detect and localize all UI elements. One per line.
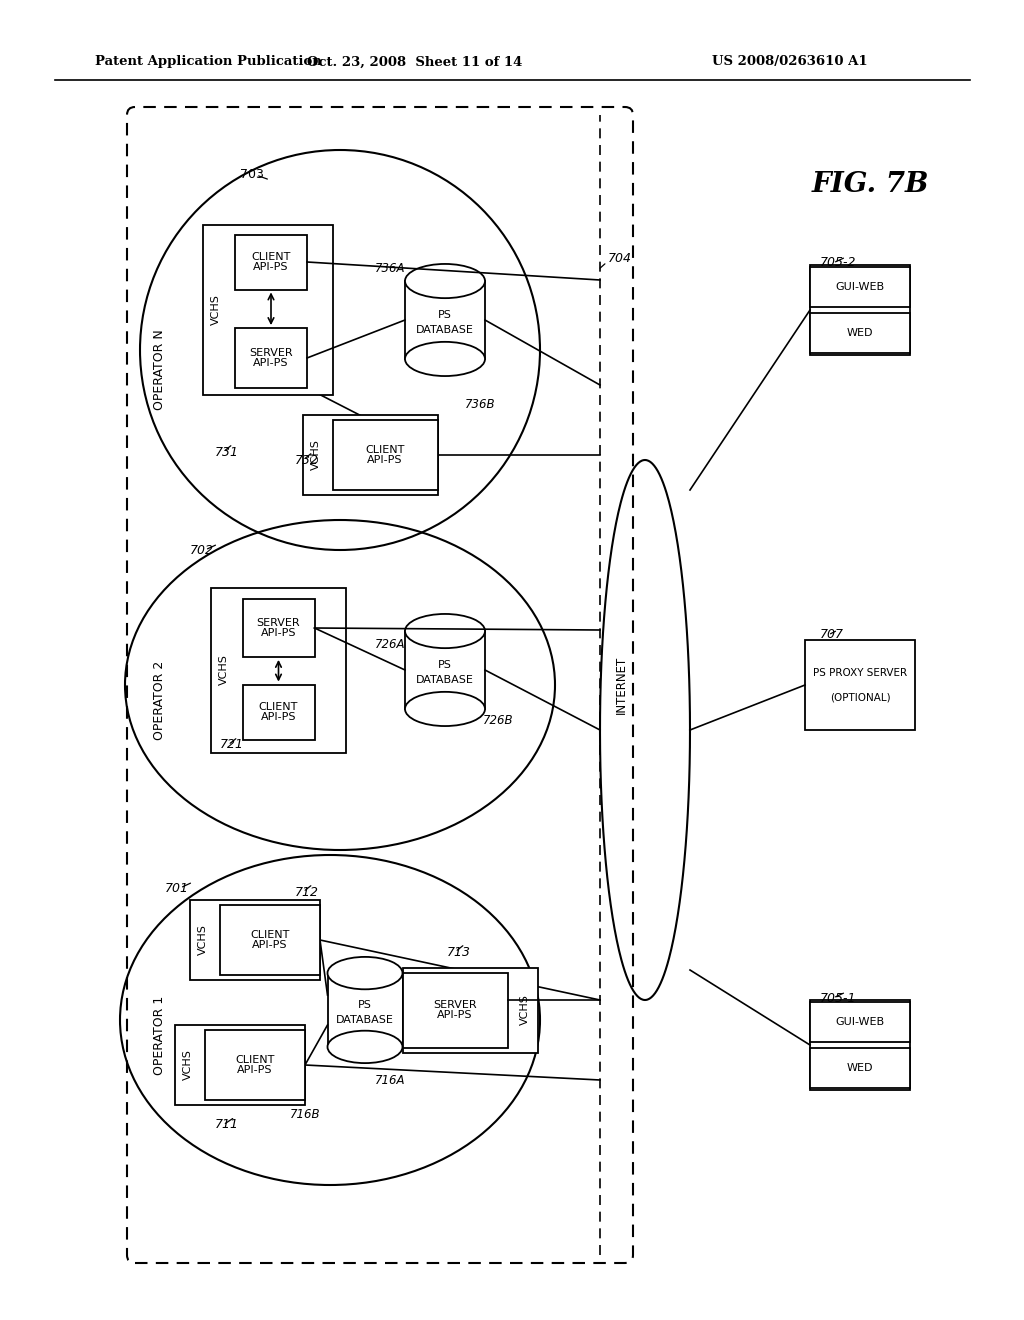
FancyBboxPatch shape [805, 640, 915, 730]
FancyBboxPatch shape [402, 968, 538, 1052]
FancyBboxPatch shape [205, 1030, 305, 1100]
FancyBboxPatch shape [810, 1048, 910, 1088]
Text: PS: PS [358, 1001, 372, 1010]
FancyBboxPatch shape [406, 281, 485, 359]
FancyBboxPatch shape [810, 313, 910, 352]
Ellipse shape [406, 342, 485, 376]
Text: OPERATOR 2: OPERATOR 2 [153, 660, 166, 739]
Text: DATABASE: DATABASE [416, 675, 474, 685]
Text: GUI-WEB: GUI-WEB [836, 1016, 885, 1027]
Text: GUI-WEB: GUI-WEB [836, 282, 885, 292]
Text: DATABASE: DATABASE [336, 1015, 394, 1026]
Text: 716A: 716A [375, 1073, 406, 1086]
Text: PS: PS [438, 310, 452, 319]
Text: API-PS: API-PS [238, 1065, 272, 1074]
Text: INTERNET: INTERNET [615, 656, 628, 714]
Text: 703: 703 [240, 169, 264, 181]
Text: VCHS: VCHS [183, 1049, 193, 1081]
Text: 732: 732 [295, 454, 319, 466]
Text: FIG. 7B: FIG. 7B [811, 172, 929, 198]
Text: 712: 712 [295, 886, 319, 899]
Text: US 2008/0263610 A1: US 2008/0263610 A1 [712, 55, 867, 69]
FancyBboxPatch shape [243, 599, 314, 657]
Ellipse shape [328, 957, 402, 989]
Text: CLIENT: CLIENT [366, 445, 404, 455]
Text: SERVER: SERVER [257, 618, 300, 628]
Text: PS PROXY SERVER: PS PROXY SERVER [813, 668, 907, 678]
Text: 701: 701 [165, 882, 189, 895]
Text: CLIENT: CLIENT [259, 702, 298, 711]
FancyBboxPatch shape [302, 414, 437, 495]
Text: OPERATOR 1: OPERATOR 1 [153, 995, 166, 1074]
Text: API-PS: API-PS [368, 455, 402, 465]
Text: VCHS: VCHS [211, 294, 221, 326]
Text: 736A: 736A [375, 261, 406, 275]
Text: OPERATOR N: OPERATOR N [153, 330, 166, 411]
FancyBboxPatch shape [203, 224, 333, 395]
FancyBboxPatch shape [211, 587, 345, 752]
FancyBboxPatch shape [243, 685, 314, 739]
FancyBboxPatch shape [328, 973, 402, 1047]
FancyBboxPatch shape [220, 906, 319, 975]
FancyBboxPatch shape [333, 420, 437, 490]
FancyBboxPatch shape [190, 900, 319, 979]
FancyBboxPatch shape [810, 265, 910, 355]
FancyBboxPatch shape [175, 1026, 305, 1105]
Ellipse shape [406, 692, 485, 726]
Text: WED: WED [847, 1063, 873, 1073]
Text: 711: 711 [215, 1118, 239, 1131]
FancyBboxPatch shape [810, 1002, 910, 1041]
Text: CLIENT: CLIENT [251, 252, 291, 261]
Ellipse shape [328, 1031, 402, 1063]
Text: API-PS: API-PS [261, 628, 296, 638]
FancyBboxPatch shape [810, 1001, 910, 1090]
Text: Patent Application Publication: Patent Application Publication [95, 55, 322, 69]
FancyBboxPatch shape [234, 235, 307, 289]
Text: (OPTIONAL): (OPTIONAL) [829, 692, 890, 702]
Text: API-PS: API-PS [437, 1010, 473, 1020]
Text: PS: PS [438, 660, 452, 671]
Text: API-PS: API-PS [252, 940, 288, 950]
Text: CLIENT: CLIENT [250, 931, 290, 940]
Text: 705-2: 705-2 [820, 256, 856, 269]
Text: API-PS: API-PS [253, 261, 289, 272]
FancyBboxPatch shape [234, 327, 307, 388]
Text: 702: 702 [190, 544, 214, 557]
Text: API-PS: API-PS [253, 358, 289, 368]
Text: VCHS: VCHS [519, 994, 529, 1026]
Text: WED: WED [847, 327, 873, 338]
Text: DATABASE: DATABASE [416, 325, 474, 335]
Text: 713: 713 [447, 945, 471, 958]
Ellipse shape [406, 264, 485, 298]
Text: 705-1: 705-1 [820, 991, 856, 1005]
Text: 731: 731 [215, 446, 239, 458]
Text: 721: 721 [220, 738, 244, 751]
Text: VCHS: VCHS [198, 924, 208, 956]
Text: 726A: 726A [375, 639, 406, 652]
Text: 704: 704 [608, 252, 632, 264]
Text: API-PS: API-PS [261, 711, 296, 722]
Text: VCHS: VCHS [218, 655, 228, 685]
Text: SERVER: SERVER [249, 348, 293, 358]
Text: 726B: 726B [483, 714, 513, 726]
FancyBboxPatch shape [406, 631, 485, 709]
Text: 736B: 736B [465, 399, 496, 412]
Text: VCHS: VCHS [310, 440, 321, 470]
Ellipse shape [406, 614, 485, 648]
FancyBboxPatch shape [402, 973, 508, 1048]
Text: CLIENT: CLIENT [236, 1055, 274, 1065]
Text: SERVER: SERVER [433, 1001, 477, 1010]
FancyBboxPatch shape [810, 267, 910, 308]
Text: 716B: 716B [290, 1109, 321, 1122]
Text: Oct. 23, 2008  Sheet 11 of 14: Oct. 23, 2008 Sheet 11 of 14 [307, 55, 522, 69]
Text: 707: 707 [820, 628, 844, 642]
